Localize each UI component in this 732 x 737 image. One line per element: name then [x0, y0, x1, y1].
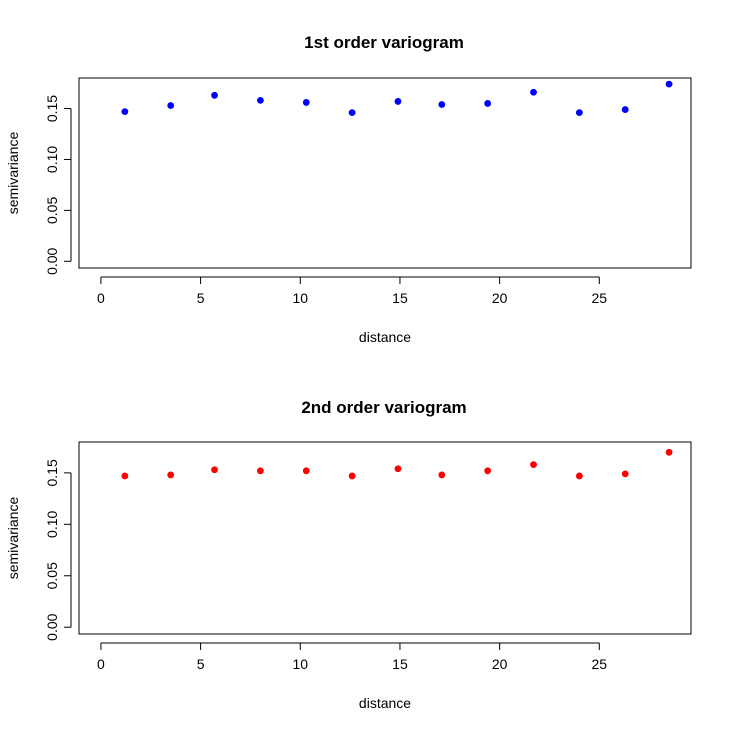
- x-tick-label: 20: [492, 656, 508, 672]
- data-point: [575, 472, 583, 480]
- x-tick-label: 10: [292, 656, 308, 672]
- plot-frame: [78, 77, 692, 269]
- x-axis-label: distance: [359, 695, 411, 711]
- x-tick-label: 25: [592, 290, 608, 306]
- y-tick-label: 0.10: [44, 146, 60, 173]
- y-tick-label: 0.15: [44, 95, 60, 122]
- y-axis-label: semivariance: [5, 497, 21, 580]
- y-tick-label: 0.00: [44, 247, 60, 274]
- data-point: [621, 470, 629, 478]
- data-point: [575, 109, 583, 117]
- data-point: [665, 448, 673, 456]
- x-tick-label: 5: [197, 656, 205, 672]
- data-point: [348, 472, 356, 480]
- data-point: [257, 97, 264, 104]
- data-point: [167, 471, 175, 479]
- data-point: [394, 98, 402, 105]
- chart-title: 2nd order variogram: [301, 398, 466, 417]
- x-axis-label: distance: [359, 329, 411, 345]
- x-tick-label: 15: [392, 656, 408, 672]
- data-point: [167, 102, 175, 109]
- data-point: [530, 88, 537, 96]
- x-tick-label: 20: [492, 290, 508, 306]
- x-tick-label: 0: [97, 656, 105, 672]
- y-tick-label: 0.15: [44, 459, 60, 486]
- data-point: [484, 467, 492, 475]
- data-point: [394, 465, 402, 473]
- data-point: [484, 100, 492, 107]
- x-tick-label: 15: [392, 290, 408, 306]
- x-tick-label: 10: [292, 290, 308, 306]
- data-point: [302, 99, 310, 106]
- second-order-variogram-panel: 2nd order variogram 0 5 10 15 20 25 0.00 0.05 0.1…: [5, 398, 692, 711]
- first-order-variogram-panel: 1st order variogram 0 5 10 15 20 25 0.00 0.05 0.1…: [5, 33, 692, 345]
- plot-frame: [78, 441, 692, 635]
- data-point: [348, 109, 356, 117]
- data-point: [530, 461, 537, 469]
- data-point: [438, 471, 446, 479]
- data-point: [438, 101, 446, 108]
- x-tick-label: 25: [592, 656, 608, 672]
- data-point: [211, 466, 218, 474]
- y-axis-label: semivariance: [5, 132, 21, 215]
- data-point: [621, 106, 629, 113]
- data-point: [121, 108, 129, 116]
- chart-title: 1st order variogram: [304, 33, 464, 52]
- data-point: [121, 472, 129, 480]
- x-tick-label: 5: [197, 290, 205, 306]
- y-tick-label: 0.10: [44, 510, 60, 537]
- data-point: [665, 80, 673, 88]
- y-tick-label: 0.05: [44, 197, 60, 224]
- y-tick-label: 0.05: [44, 562, 60, 589]
- data-point: [302, 467, 310, 475]
- y-tick-label: 0.00: [44, 613, 60, 640]
- x-tick-label: 0: [97, 290, 105, 306]
- data-point: [257, 467, 264, 475]
- data-point: [211, 91, 218, 99]
